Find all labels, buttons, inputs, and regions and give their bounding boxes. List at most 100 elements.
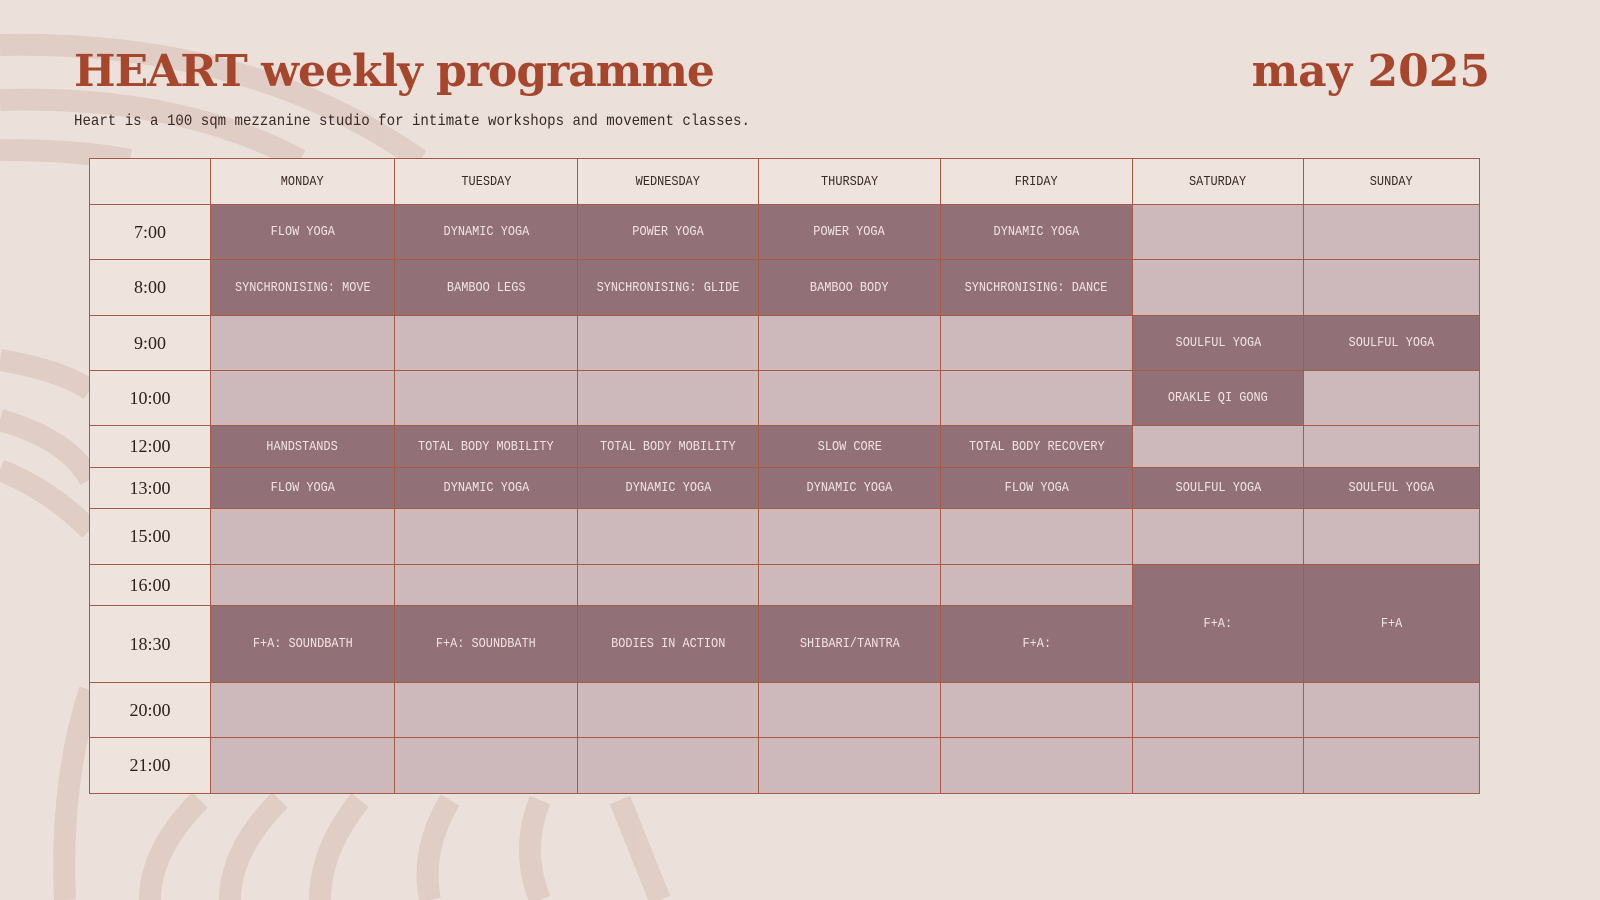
empty-slot [1303, 370, 1480, 426]
day-header-row: MONDAY TUESDAY WEDNESDAY THURSDAY FRIDAY SATU… [89, 158, 1480, 205]
class-slot: SOULFUL YOGA [1132, 467, 1304, 509]
empty-slot [577, 315, 759, 371]
class-name: TOTAL BODY MOBILITY [600, 438, 736, 455]
empty-slot [1303, 425, 1480, 468]
class-slot: F+A: SOUNDBATH [394, 605, 578, 683]
class-name: FLOW YOGA [270, 224, 335, 240]
empty-slot [758, 370, 941, 426]
day-label: TUESDAY [461, 173, 511, 190]
time-label: 20:00 [89, 682, 211, 738]
class-slot: TOTAL BODY MOBILITY [577, 425, 759, 468]
corner-cell [89, 158, 211, 205]
time-row: 15:00 [89, 508, 1480, 565]
class-name: FLOW YOGA [270, 480, 335, 496]
time-label: 18:30 [89, 605, 211, 683]
class-name: ORAKLE QI GONG [1168, 390, 1268, 406]
time-label: 9:00 [89, 315, 211, 371]
empty-slot [394, 564, 578, 606]
empty-slot [1303, 508, 1480, 565]
time-label: 13:00 [89, 467, 211, 509]
class-name: SYNCHRONISING: MOVE [234, 279, 371, 296]
class-name: SOULFUL YOGA [1348, 480, 1435, 496]
class-slot: DYNAMIC YOGA [394, 204, 578, 260]
class-name: HANDSTANDS [266, 438, 339, 455]
class-slot: SOULFUL YOGA [1303, 467, 1480, 509]
class-name: SYNCHRONISING: DANCE [965, 279, 1108, 296]
time-row: 10:00 ORAKLE QI GONG [89, 370, 1480, 426]
page-title: HEART weekly programme [74, 46, 715, 97]
class-slot: SOULFUL YOGA [1303, 315, 1480, 371]
day-header-saturday: SATURDAY [1132, 158, 1304, 205]
time-row: 16:00 F+A: F+A [89, 564, 1480, 683]
class-slot: FLOW YOGA [940, 467, 1133, 509]
class-slot: F+A: [940, 605, 1133, 683]
time-row: 8:00 SYNCHRONISING: MOVE BAMBOO LEGS SYNCHR… [89, 259, 1480, 316]
empty-slot [940, 564, 1133, 606]
class-name: SOULFUL YOGA [1175, 335, 1261, 351]
empty-slot [940, 315, 1133, 371]
class-slot: F+A: SOUNDBATH [210, 605, 395, 683]
class-slot: TOTAL BODY RECOVERY [940, 425, 1133, 468]
weekly-schedule-table: MONDAY TUESDAY WEDNESDAY THURSDAY FRIDAY SATU… [89, 158, 1480, 794]
empty-slot [758, 564, 941, 606]
empty-slot [1132, 259, 1304, 316]
time-row: 20:00 [89, 682, 1480, 738]
empty-slot [758, 682, 941, 738]
empty-slot [577, 370, 759, 426]
empty-slot [394, 315, 578, 371]
empty-slot [940, 370, 1133, 426]
day-label: MONDAY [281, 173, 324, 190]
empty-slot [394, 508, 578, 565]
day-header-friday: FRIDAY [940, 158, 1133, 205]
class-slot: BAMBOO LEGS [394, 259, 578, 316]
class-name: TOTAL BODY RECOVERY [968, 438, 1105, 455]
class-name: SOULFUL YOGA [1175, 480, 1261, 496]
time-label: 8:00 [89, 259, 211, 316]
class-slot: POWER YOGA [758, 204, 941, 260]
class-name: SOULFUL YOGA [1348, 335, 1435, 351]
empty-slot [210, 315, 395, 371]
day-label: SATURDAY [1189, 173, 1247, 190]
empty-slot [210, 737, 395, 794]
class-name: F+A [1380, 615, 1403, 632]
empty-slot [1303, 682, 1480, 738]
day-label: FRIDAY [1015, 173, 1058, 190]
class-name: POWER YOGA [813, 224, 886, 240]
empty-slot [577, 682, 759, 738]
day-header-sunday: SUNDAY [1303, 158, 1480, 205]
empty-slot [1303, 204, 1480, 260]
class-slot: FLOW YOGA [210, 204, 395, 260]
empty-slot [1132, 737, 1304, 794]
class-slot: FLOW YOGA [210, 467, 395, 509]
class-name: F+A: SOUNDBATH [436, 636, 536, 652]
class-slot: TOTAL BODY MOBILITY [394, 425, 578, 468]
time-label: 21:00 [89, 737, 211, 794]
class-name: TOTAL BODY MOBILITY [418, 438, 554, 455]
class-name: BAMBOO BODY [810, 279, 889, 296]
empty-slot [1132, 425, 1304, 468]
time-label: 10:00 [89, 370, 211, 426]
time-row: 13:00 FLOW YOGA DYNAMIC YOGA DYNAMIC YOGA DY… [89, 467, 1480, 509]
time-row: 12:00 HANDSTANDS TOTAL BODY MOBILITY TOTAL … [89, 425, 1480, 468]
class-name: DYNAMIC YOGA [806, 480, 893, 496]
empty-slot [940, 682, 1133, 738]
class-slot: SHIBARI/TANTRA [758, 605, 941, 683]
day-label: WEDNESDAY [635, 173, 701, 190]
class-slot: SYNCHRONISING: GLIDE [577, 259, 759, 316]
empty-slot [394, 682, 578, 738]
class-name: F+A: [1022, 636, 1051, 652]
day-header-wednesday: WEDNESDAY [577, 158, 759, 205]
class-slot: SLOW CORE [758, 425, 941, 468]
empty-slot [210, 682, 395, 738]
class-slot: DYNAMIC YOGA [394, 467, 578, 509]
class-name: BODIES IN ACTION [610, 636, 726, 652]
time-row: 21:00 [89, 737, 1480, 794]
class-name: F+A: [1203, 615, 1233, 632]
class-name: DYNAMIC YOGA [993, 224, 1080, 240]
empty-slot [394, 370, 578, 426]
class-slot: DYNAMIC YOGA [758, 467, 941, 509]
empty-slot [940, 737, 1133, 794]
empty-slot [210, 564, 395, 606]
class-slot: DYNAMIC YOGA [940, 204, 1133, 260]
